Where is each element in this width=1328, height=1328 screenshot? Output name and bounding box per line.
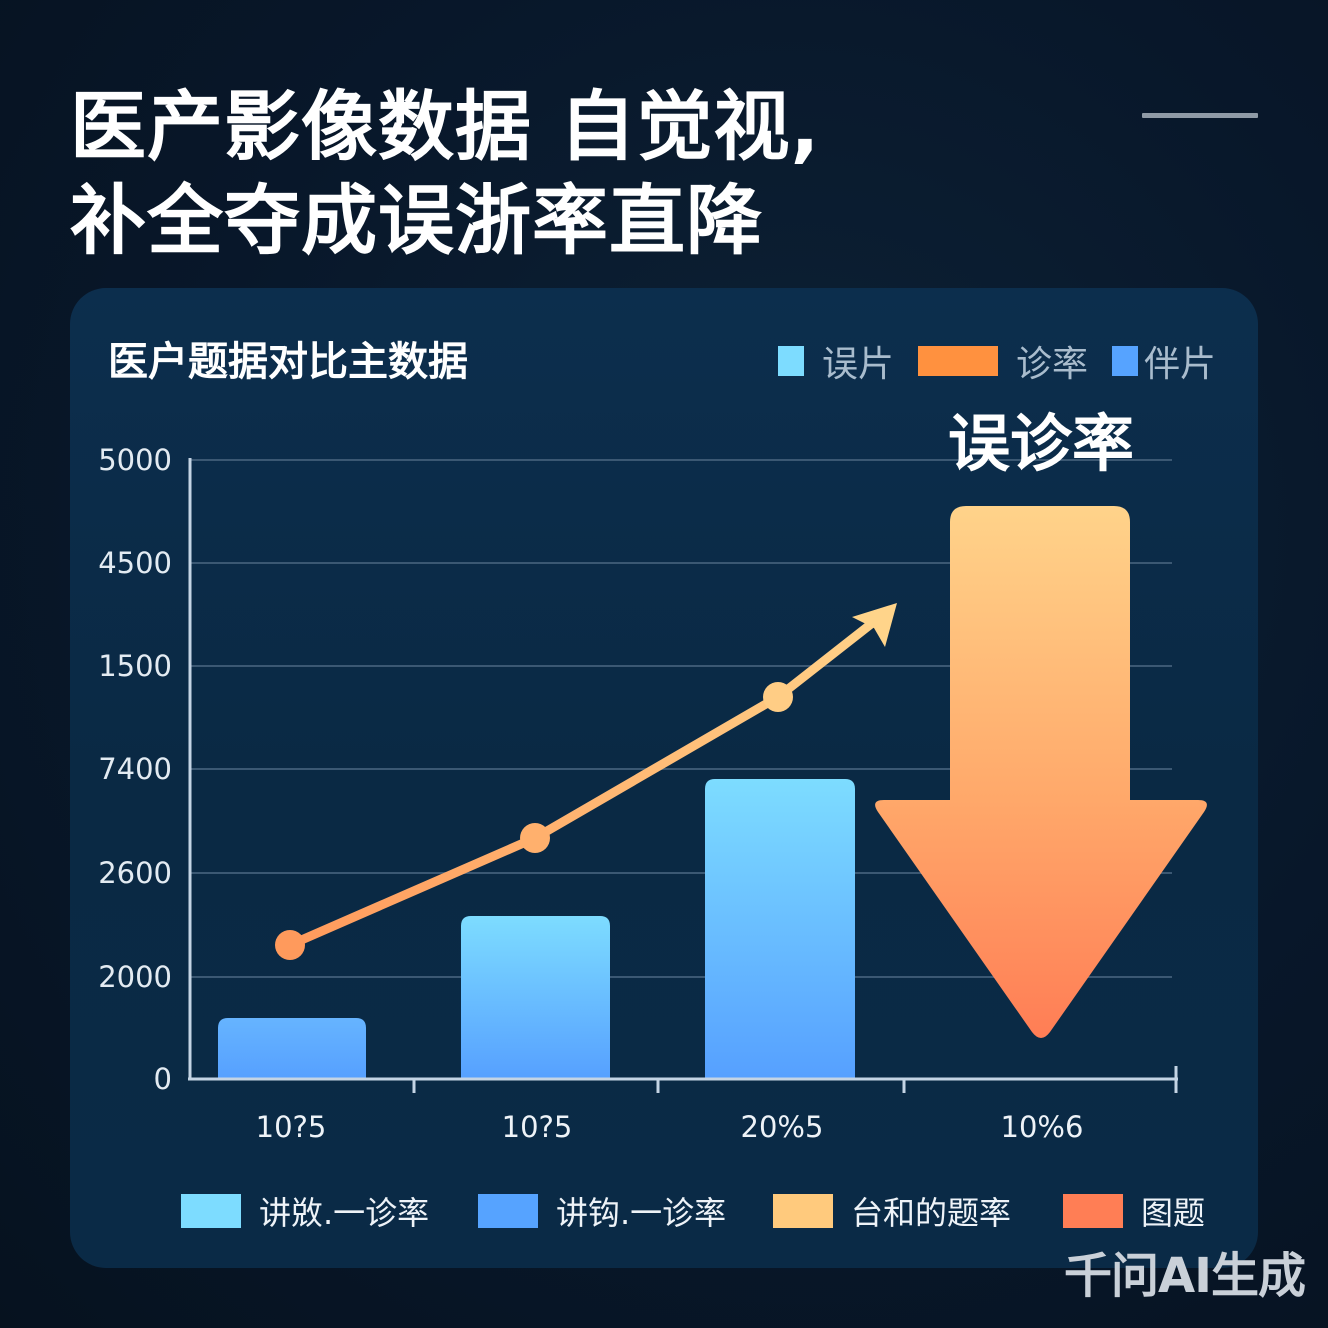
bar-3 (705, 779, 855, 1079)
legend-swatch (773, 1194, 833, 1228)
bar-2 (461, 916, 610, 1079)
legend-item: 讲敚.一诊率 (181, 1188, 429, 1234)
chart-title: 医户题据对比主数据 (108, 339, 468, 385)
headline: 医产影像数据 自觉视, 补全夺成误浙率直降 (70, 80, 820, 268)
annotation-label: 误诊率 (948, 407, 1135, 480)
legend-swatch-cyan (778, 346, 804, 376)
data-point (763, 682, 793, 712)
arrow-down-icon (875, 506, 1207, 1038)
bar-1 (218, 1018, 366, 1079)
legend-label: 讲敚.一诊率 (259, 1194, 430, 1232)
data-point (275, 930, 305, 960)
trend-line (275, 603, 897, 960)
legend-swatch (478, 1194, 538, 1228)
legend-item: 讲钩.一诊率 (478, 1188, 726, 1234)
x-tick-label: 10?5 (501, 1110, 573, 1144)
x-tick-label: 20%5 (740, 1110, 824, 1144)
legend-swatch-orange (918, 346, 999, 376)
x-tick-label: 10%6 (1000, 1110, 1084, 1144)
y-tick-label: 2000 (98, 960, 172, 994)
legend-label: 诊率 (1016, 344, 1089, 385)
x-tick-label: 10?5 (255, 1110, 327, 1144)
trend-arrowhead-icon (852, 603, 897, 647)
legend-label: 图题 (1141, 1194, 1206, 1232)
y-tick-label: 4500 (98, 546, 172, 580)
legend-item: 图题 (1063, 1188, 1205, 1234)
decorative-divider (1142, 113, 1258, 118)
legend-label: 讲钩.一诊率 (556, 1194, 727, 1232)
data-point (520, 823, 550, 853)
legend-label: 伴片 (1144, 344, 1217, 385)
headline-line-1: 医产影像数据 自觉视, (70, 82, 821, 171)
y-tick-label: 7400 (98, 752, 172, 786)
y-tick-label: 5000 (98, 443, 172, 477)
legend-item: 台和的题率 (773, 1188, 1011, 1234)
bar-series (218, 779, 855, 1079)
y-tick-label: 1500 (98, 649, 172, 683)
legend-label: 台和的题率 (851, 1194, 1012, 1232)
legend-swatch (181, 1194, 241, 1228)
legend-label: 误片 (822, 344, 895, 385)
axes (188, 458, 1178, 1093)
top-legend: 误片 诊率 伴片 (778, 336, 1216, 386)
y-tick-label: 0 (153, 1062, 172, 1096)
legend-swatch (1063, 1194, 1123, 1228)
headline-line-2: 补全夺成误浙率直降 (70, 176, 763, 265)
watermark: 千问AI生成 (1064, 1248, 1306, 1304)
legend-swatch-blue (1112, 346, 1139, 376)
y-tick-label: 2600 (98, 856, 172, 890)
